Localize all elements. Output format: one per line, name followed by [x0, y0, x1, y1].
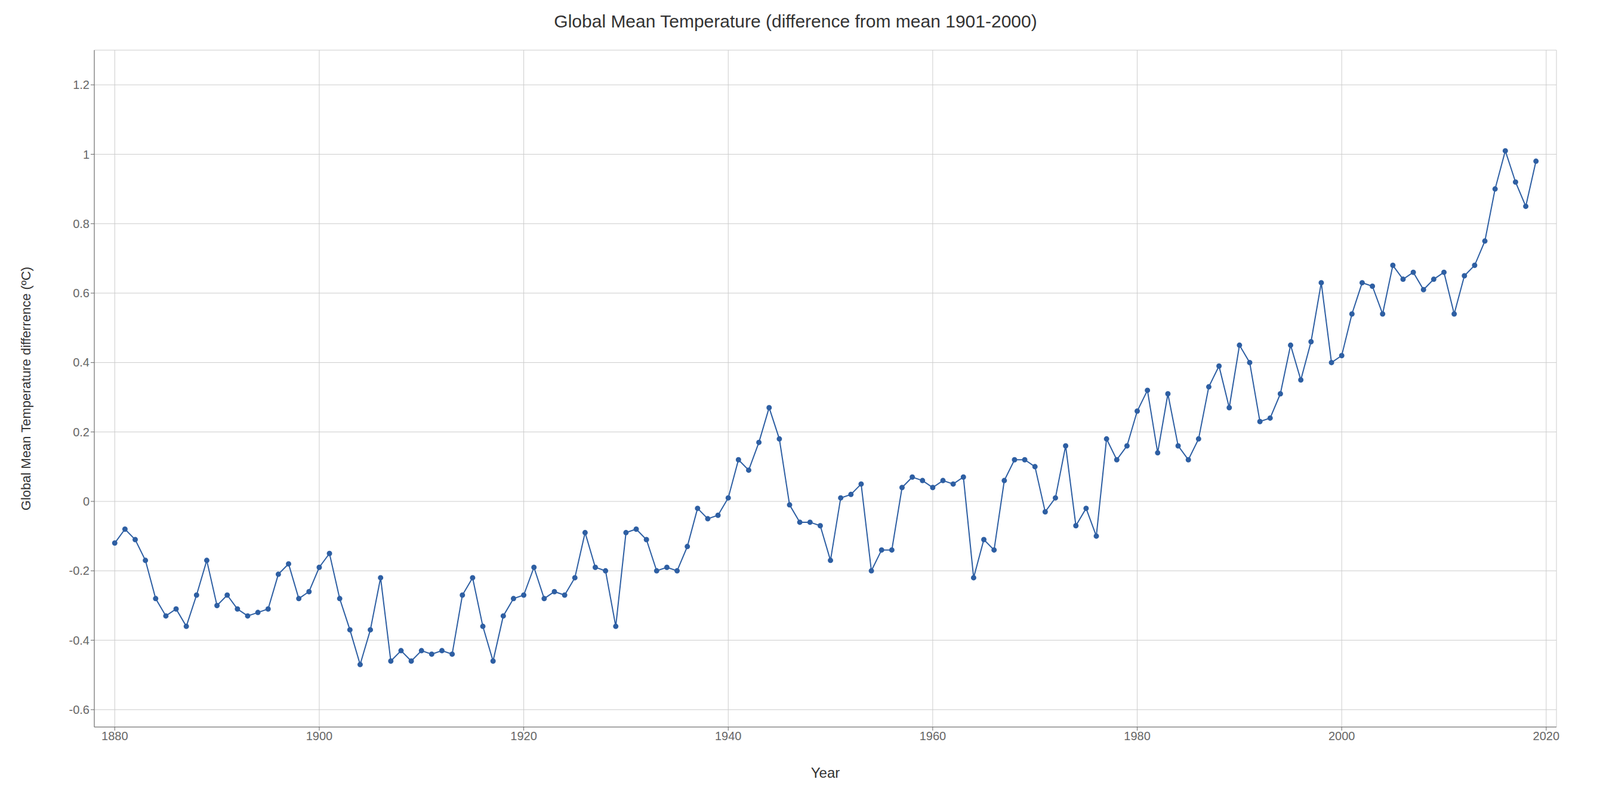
- svg-text:Year: Year: [811, 764, 841, 781]
- svg-text:1920: 1920: [510, 729, 538, 743]
- svg-text:-0.6: -0.6: [69, 703, 90, 717]
- svg-text:1: 1: [82, 148, 90, 162]
- svg-text:2000: 2000: [1328, 729, 1356, 743]
- svg-text:-0.2: -0.2: [69, 563, 90, 578]
- svg-text:0.6: 0.6: [72, 286, 90, 300]
- svg-text:2020: 2020: [1533, 729, 1561, 743]
- svg-text:0.4: 0.4: [72, 355, 90, 369]
- html-text:Global Mean Temperature (diffe: Global Mean Temperature (difference from…: [554, 11, 1038, 32]
- svg-text:0.2: 0.2: [72, 425, 90, 439]
- svg-text:1940: 1940: [714, 729, 742, 743]
- svg-text:Global Mean Temperature differ: Global Mean Temperature differrence (ºC): [18, 266, 34, 511]
- svg-text:1.2: 1.2: [72, 78, 90, 92]
- svg-text:0.8: 0.8: [72, 217, 90, 231]
- svg-text:1980: 1980: [1123, 729, 1151, 743]
- svg-text:1900: 1900: [306, 729, 334, 743]
- svg-text:0: 0: [82, 494, 90, 508]
- svg-text:1960: 1960: [919, 729, 947, 743]
- svg-text:-0.4: -0.4: [69, 633, 90, 647]
- svg-text:1880: 1880: [101, 729, 129, 743]
